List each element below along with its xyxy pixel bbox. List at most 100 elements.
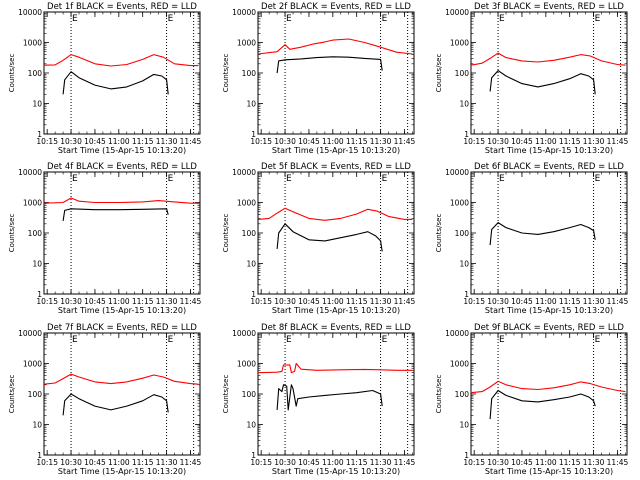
y-tick-label: 1 — [251, 451, 256, 460]
x-tick-label: 11:15 — [346, 297, 368, 306]
x-tick-label: 11:15 — [346, 137, 368, 146]
plot-frame — [257, 171, 415, 295]
x-tick-label: 11:15 — [132, 137, 154, 146]
y-tick-label: 10 — [32, 421, 42, 430]
y-tick-label: 10 — [32, 260, 42, 269]
x-tick-label: 10:30 — [60, 297, 82, 306]
x-tick-label: 10:15 — [463, 297, 485, 306]
x-tick-label: 10:15 — [250, 458, 272, 467]
panel-title: Det 8f BLACK = Events, RED = LLD — [261, 323, 411, 333]
black-events-series — [489, 389, 596, 420]
black-events-series — [62, 71, 169, 95]
x-tick-label: 10:30 — [487, 297, 509, 306]
marker-label: E — [168, 174, 174, 184]
red-lld-series — [470, 380, 626, 394]
x-tick-label: 10:45 — [84, 297, 106, 306]
x-axis-label: Start Time (15-Apr-15 10:13:20) — [272, 467, 400, 476]
x-tick-label: 11:00 — [322, 137, 344, 146]
x-tick-label: 11:15 — [132, 297, 154, 306]
x-tick-label: 11:15 — [559, 137, 581, 146]
chart-panel-9: Det 9f BLACK = Events, RED = LLD 1 10 100 10… — [435, 323, 628, 476]
x-tick-label: 11:00 — [108, 458, 130, 467]
y-axis-label: Counts/sec — [222, 54, 230, 93]
chart-panel-5: Det 5f BLACK = Events, RED = LLD 1 10 100 10… — [222, 162, 415, 315]
plot-frame — [470, 332, 628, 456]
x-tick-label: 11:15 — [132, 458, 154, 467]
x-axis-label: Start Time (15-Apr-15 10:13:20) — [272, 146, 400, 155]
y-tick-label: 1 — [464, 290, 469, 299]
chart-panel-2: Det 2f BLACK = Events, RED = LLD 1 10 100 10… — [222, 2, 415, 155]
panel-title: Det 4f BLACK = Events, RED = LLD — [47, 162, 197, 172]
chart-panel-7: Det 7f BLACK = Events, RED = LLD 1 10 100 10… — [8, 323, 201, 476]
x-axis-label: Start Time (15-Apr-15 10:13:20) — [58, 146, 186, 155]
x-axis-label: Start Time (15-Apr-15 10:13:20) — [58, 467, 186, 476]
marker-label: E — [286, 14, 292, 24]
x-tick-label: 11:30 — [156, 137, 178, 146]
x-tick-label: 11:45 — [607, 297, 629, 306]
marker-label: E — [595, 174, 601, 184]
y-tick-label: 100 — [242, 390, 257, 399]
y-tick-label: 1000 — [23, 360, 42, 369]
chart-panel-8: Det 8f BLACK = Events, RED = LLD 1 10 100 10… — [222, 323, 415, 476]
y-tick-label: 10 — [246, 100, 256, 109]
y-tick-label: 100 — [28, 69, 43, 78]
x-tick-label: 10:15 — [463, 458, 485, 467]
x-tick-label: 11:00 — [322, 458, 344, 467]
chart-panel-6: Det 6f BLACK = Events, RED = LLD 1 10 100 10… — [435, 162, 628, 315]
y-tick-label: 1000 — [23, 39, 42, 48]
x-axis-label: Start Time (15-Apr-15 10:13:20) — [485, 467, 613, 476]
x-tick-label: 10:30 — [274, 458, 296, 467]
y-tick-label: 100 — [455, 390, 470, 399]
black-events-series — [489, 70, 596, 95]
x-tick-label: 10:30 — [487, 458, 509, 467]
marker-label: E — [382, 174, 388, 184]
x-tick-label: 11:45 — [180, 137, 202, 146]
y-tick-label: 100 — [455, 229, 470, 238]
x-tick-label: 11:00 — [108, 297, 130, 306]
plot-frame — [257, 11, 415, 135]
x-tick-label: 10:15 — [36, 137, 58, 146]
x-tick-label: 10:30 — [60, 458, 82, 467]
y-tick-label: 10000 — [18, 8, 42, 17]
black-events-series — [276, 56, 383, 74]
y-tick-label: 1 — [37, 451, 42, 460]
y-tick-label: 10 — [459, 100, 469, 109]
panel-title: Det 5f BLACK = Events, RED = LLD — [261, 162, 411, 172]
y-tick-label: 1000 — [450, 360, 469, 369]
marker-label: E — [382, 14, 388, 24]
black-events-series — [62, 208, 169, 221]
y-tick-label: 100 — [242, 229, 257, 238]
x-tick-label: 10:45 — [511, 137, 533, 146]
red-lld-series — [257, 38, 413, 55]
x-tick-label: 10:45 — [511, 297, 533, 306]
x-tick-label: 10:15 — [250, 137, 272, 146]
x-tick-label: 11:15 — [559, 297, 581, 306]
y-tick-label: 1 — [37, 290, 42, 299]
x-tick-label: 11:45 — [394, 137, 416, 146]
x-tick-label: 11:30 — [370, 297, 392, 306]
y-tick-label: 1 — [251, 130, 256, 139]
x-tick-label: 10:45 — [511, 458, 533, 467]
y-tick-label: 10 — [459, 421, 469, 430]
x-tick-label: 11:30 — [583, 297, 605, 306]
marker-label: E — [499, 14, 505, 24]
y-tick-label: 10000 — [232, 168, 256, 177]
x-tick-label: 11:30 — [370, 458, 392, 467]
x-axis-label: Start Time (15-Apr-15 10:13:20) — [485, 146, 613, 155]
black-events-series — [276, 384, 383, 411]
x-tick-label: 10:45 — [84, 137, 106, 146]
y-axis-label: Counts/sec — [435, 214, 443, 253]
x-tick-label: 11:30 — [370, 137, 392, 146]
y-tick-label: 1000 — [237, 360, 256, 369]
y-tick-label: 1000 — [23, 199, 42, 208]
red-lld-series — [43, 54, 199, 67]
y-axis-label: Counts/sec — [8, 54, 16, 93]
y-tick-label: 10 — [246, 260, 256, 269]
x-tick-label: 11:30 — [156, 458, 178, 467]
black-events-series — [62, 393, 169, 416]
marker-label: E — [72, 14, 78, 24]
y-axis-label: Counts/sec — [222, 214, 230, 253]
x-tick-label: 11:45 — [180, 458, 202, 467]
x-tick-label: 11:30 — [583, 137, 605, 146]
x-tick-label: 10:45 — [84, 458, 106, 467]
